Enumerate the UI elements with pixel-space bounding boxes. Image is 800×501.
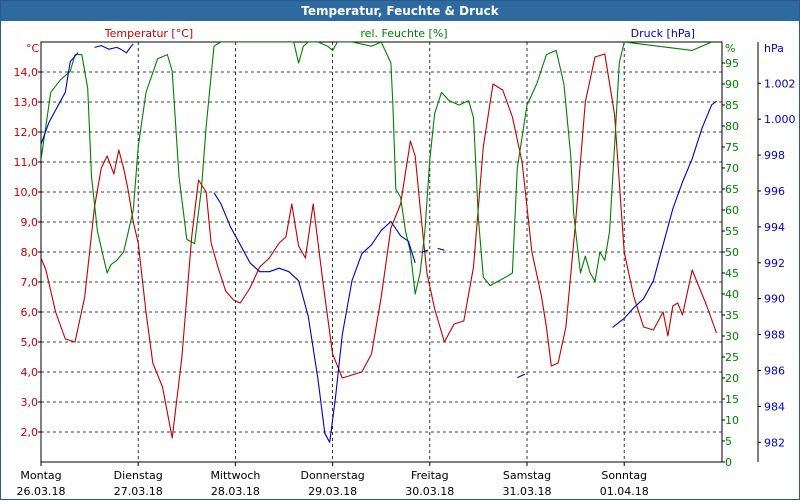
humidity-tick-label: 45 (725, 267, 739, 280)
pressure-tick-label: 986 (764, 364, 785, 377)
temperature-tick-label: 11,0 (14, 156, 39, 169)
date-label: 01.04.18 (600, 485, 649, 498)
date-label: 29.03.18 (308, 485, 357, 498)
day-label: Donnerstag (300, 469, 364, 482)
temperature-tick-label: 5,0 (21, 336, 39, 349)
date-label: 28.03.18 (211, 485, 260, 498)
humidity-tick-label: 30 (725, 330, 739, 343)
humidity-tick-label: 55 (725, 225, 739, 238)
day-label: Montag (20, 469, 61, 482)
temperature-tick-label: 14,0 (14, 66, 39, 79)
pressure-tick-label: 996 (764, 185, 785, 198)
humidity-tick-label: 35 (725, 309, 739, 322)
pressure-unit: hPa (764, 42, 784, 55)
pressure-tick-label: 1.000 (764, 113, 796, 126)
temperature-unit: °C (26, 42, 40, 55)
humidity-tick-label: 70 (725, 162, 739, 175)
pressure-tick-label: 994 (764, 221, 785, 234)
window-title: Temperatur, Feuchte & Druck (1, 1, 799, 21)
day-label: Samstag (503, 469, 551, 482)
humidity-tick-label: 20 (725, 372, 739, 385)
humidity-tick-label: 90 (725, 78, 739, 91)
day-label: Mittwoch (210, 469, 260, 482)
day-label: Freitag (411, 469, 449, 482)
temperature-tick-label: 4,0 (21, 366, 39, 379)
temperature-tick-label: 12,0 (14, 126, 39, 139)
pressure-axis-label: Druck [hPa] (631, 27, 695, 40)
pressure-series-line (517, 373, 526, 379)
date-label: 30.03.18 (405, 485, 454, 498)
temperature-series-line (41, 53, 718, 439)
humidity-tick-label: 10 (725, 414, 739, 427)
pressure-series-line (612, 100, 717, 328)
humidity-tick-label: 50 (725, 246, 739, 259)
humidity-tick-label: 15 (725, 393, 739, 406)
humidity-tick-label: 75 (725, 141, 739, 154)
pressure-series-line (213, 192, 416, 443)
humidity-axis-label: rel. Feuchte [%] (360, 27, 447, 40)
plot-area (40, 41, 723, 463)
date-label: 31.03.18 (503, 485, 552, 498)
temperature-tick-label: 6,0 (21, 306, 39, 319)
pressure-series-line (41, 52, 79, 145)
humidity-tick-label: 0 (725, 456, 732, 469)
temperature-axis-label: Temperatur [°C] (104, 27, 193, 40)
pressure-tick-label: 984 (764, 400, 785, 413)
temperature-tick-label: 13,0 (14, 96, 39, 109)
date-label: 27.03.18 (114, 485, 163, 498)
temperature-tick-label: 10,0 (14, 186, 39, 199)
temperature-tick-label: 2,0 (21, 426, 39, 439)
pressure-tick-label: 988 (764, 329, 785, 342)
humidity-tick-label: 80 (725, 120, 739, 133)
humidity-series-line (41, 42, 712, 295)
pressure-tick-label: 992 (764, 257, 785, 270)
pressure-series-line (94, 43, 134, 54)
pressure-tick-label: 998 (764, 149, 785, 162)
humidity-tick-label: 95 (725, 57, 739, 70)
date-label: 26.03.18 (17, 485, 66, 498)
humidity-tick-label: 60 (725, 204, 739, 217)
humidity-tick-label: 65 (725, 183, 739, 196)
temperature-tick-label: 7,0 (21, 276, 39, 289)
day-label: Sonntag (601, 469, 647, 482)
pressure-tick-label: 990 (764, 293, 785, 306)
humidity-tick-label: 40 (725, 288, 739, 301)
pressure-tick-label: 1.002 (764, 77, 796, 90)
temperature-tick-label: 3,0 (21, 396, 39, 409)
humidity-unit: % (725, 42, 735, 55)
pressure-tick-label: 982 (764, 436, 785, 449)
day-label: Dienstag (114, 469, 163, 482)
pressure-series-line (437, 247, 445, 251)
temperature-tick-label: 8,0 (21, 246, 39, 259)
humidity-tick-label: 25 (725, 351, 739, 364)
humidity-tick-label: 5 (725, 435, 732, 448)
pressure-series-line (421, 249, 429, 253)
humidity-tick-label: 85 (725, 99, 739, 112)
temperature-tick-label: 9,0 (21, 216, 39, 229)
